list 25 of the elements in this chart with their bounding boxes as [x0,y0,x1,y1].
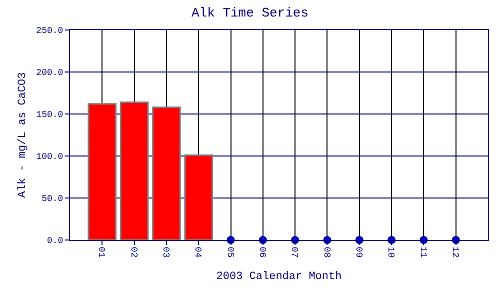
y-tick-label: 150.0 [36,110,64,120]
x-tick-label: 10 [386,246,396,258]
x-tick-label: 11 [418,246,428,258]
x-tick-label: 02 [128,246,138,258]
x-tick-label: 03 [160,246,171,258]
bar [88,103,117,240]
x-tick-label: 08 [321,246,332,258]
x-tick-label: 07 [289,246,300,258]
y-tick-label: 100.0 [36,152,64,162]
chart-title: Alk Time Series [191,6,309,21]
x-tick-label: 05 [224,246,235,258]
x-tick-label: 12 [450,246,460,258]
y-tick-label: 200.0 [36,68,64,78]
x-tick-label: 04 [192,246,203,258]
x-tick-label: 09 [353,246,364,258]
y-tick-label: 50.0 [42,194,64,204]
y-tick-label: 250.0 [36,26,64,36]
bar [184,154,214,240]
x-tick-label: 06 [256,246,267,258]
y-tick-label: 0.0 [46,236,64,246]
x-axis-title: 2003 Calendar Month [216,270,342,283]
x-tick-label: 01 [96,246,106,258]
bar [120,101,149,240]
y-axis-title: Alk - mg/L as CaCO3 [16,72,29,198]
bar [152,106,181,240]
